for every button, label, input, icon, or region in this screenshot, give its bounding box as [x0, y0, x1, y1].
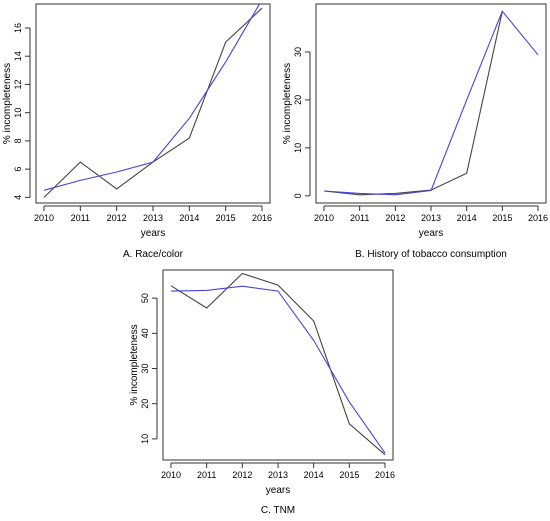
observed-series-line — [323, 11, 503, 196]
y-tick-label: 0 — [293, 193, 303, 198]
y-tick-label: 50 — [140, 293, 150, 303]
y-axis-label: % incompleteness — [129, 324, 140, 405]
x-tick-label: 2013 — [143, 213, 163, 223]
x-tick-label: 2011 — [197, 470, 216, 480]
y-tick-label: 20 — [140, 399, 150, 409]
panel-b-tobacco-history: 2010 2011 2012 2013 2014 2015 2016 0 10 20 30 years… — [282, 3, 548, 260]
y-tick-label: 8 — [13, 138, 23, 143]
observed-series-line — [43, 7, 263, 198]
x-tick-label: 2014 — [179, 213, 199, 223]
x-axis-label: years — [141, 228, 165, 239]
x-tick-label: 2010 — [34, 213, 54, 223]
y-tick-label: 20 — [293, 95, 303, 105]
plot-frame — [35, 3, 271, 204]
x-tick-label: 2013 — [421, 213, 441, 223]
y-tick-label: 14 — [13, 51, 23, 61]
fitted-series-line — [323, 10, 539, 196]
x-tick-label: 2016 — [252, 213, 272, 223]
y-tick-label: 16 — [13, 23, 23, 33]
x-tick-label: 2014 — [457, 213, 477, 223]
x-tick-label: 2013 — [268, 470, 288, 480]
x-tick-label: 2012 — [232, 470, 252, 480]
panel-a-race-color: 2010 2011 2012 2013 2014 2015 2016 4 6 8 10 12 14 16 y… — [2, 3, 272, 260]
x-tick-label: 2012 — [107, 213, 127, 223]
x-axis-label: years — [266, 485, 290, 496]
plot-frame — [315, 3, 547, 204]
fitted-series-line — [43, 4, 261, 191]
y-tick-label: 40 — [140, 328, 150, 338]
x-tick-label: 2012 — [385, 213, 405, 223]
x-tick-label: 2014 — [304, 470, 324, 480]
y-tick-label: 30 — [293, 47, 303, 57]
x-tick-label: 2016 — [375, 470, 395, 480]
x-tick-label: 2015 — [492, 213, 512, 223]
y-axis-label: % incompleteness — [2, 63, 13, 144]
x-tick-label: 2016 — [528, 213, 548, 223]
x-tick-label: 2010 — [161, 470, 181, 480]
y-tick-label: 10 — [140, 434, 150, 444]
observed-series-line — [170, 272, 386, 456]
panel-caption: A. Race/color — [123, 249, 184, 260]
y-tick-label: 30 — [140, 364, 150, 374]
x-tick-label: 2010 — [314, 213, 334, 223]
y-tick-label: 6 — [13, 167, 23, 172]
y-tick-label: 10 — [13, 108, 23, 118]
x-tick-label: 2011 — [71, 213, 90, 223]
y-tick-label: 4 — [13, 195, 23, 200]
panel-caption: C. TNM — [261, 505, 295, 516]
x-tick-label: 2015 — [216, 213, 236, 223]
x-axis-label: years — [419, 228, 443, 239]
plot-frame — [162, 269, 394, 461]
x-tick-label: 2011 — [350, 213, 369, 223]
y-axis-label: % incompleteness — [282, 63, 293, 144]
y-tick-label: 10 — [293, 143, 303, 153]
panel-caption: B. History of tobacco consumption — [355, 249, 507, 260]
fitted-series-line — [170, 285, 386, 454]
panel-c-tnm: 2010 2011 2012 2013 2014 2015 2016 10 20 30 40 50 ye… — [129, 269, 395, 516]
x-tick-label: 2015 — [339, 470, 359, 480]
y-tick-label: 12 — [13, 79, 23, 89]
